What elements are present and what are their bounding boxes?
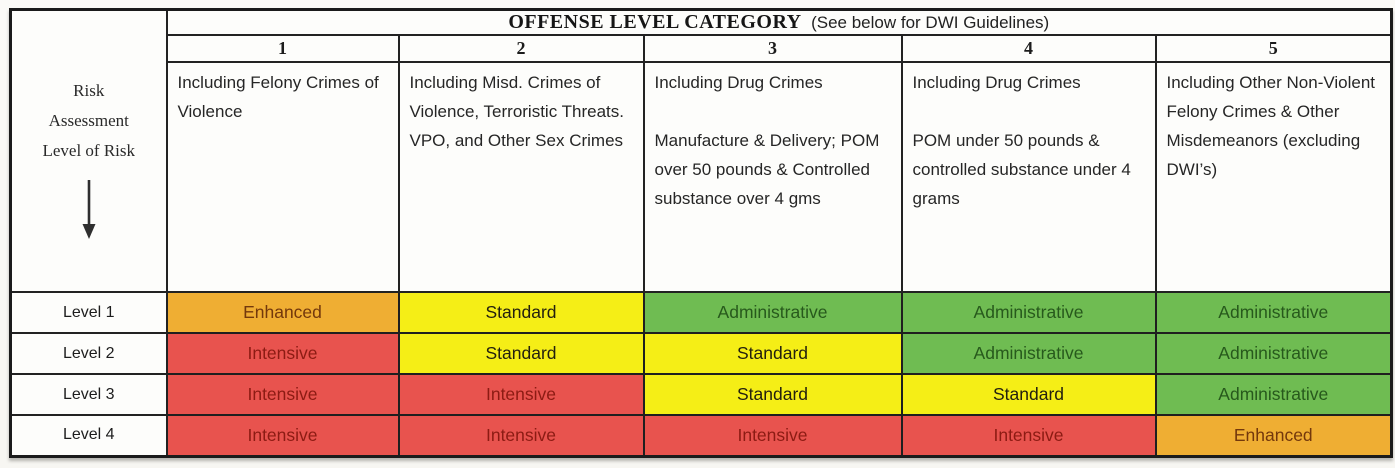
supervision-cell: Standard [642,373,903,416]
table-title-cell: OFFENSE LEVEL CATEGORY (See below for DW… [165,8,1393,36]
supervision-cell: Standard [397,291,645,334]
description-paragraph: POM under 50 pounds & controlled substan… [912,131,1131,208]
supervision-cell: Administrative [1154,373,1393,416]
supervision-cell: Enhanced [1154,414,1393,457]
supervision-cell: Administrative [1154,332,1393,375]
risk-header-line: Risk [73,81,105,100]
table-subtitle: (See below for DWI Guidelines) [811,13,1050,32]
supervision-cell: Standard [642,332,903,375]
category-description-5: Including Other Non-Violent Felony Crime… [1154,61,1393,293]
table-title: OFFENSE LEVEL CATEGORY [508,11,802,33]
title-row: Risk Assessment Level of Risk OFFENSE LE… [9,8,1393,293]
category-number-4: 4 [900,34,1157,63]
matrix-row-level-3: Level 3 Intensive Intensive Standard Sta… [9,373,1393,416]
supervision-cell: Administrative [1154,291,1393,334]
matrix-row-level-4: Level 4 Intensive Intensive Intensive In… [9,414,1393,457]
row-label-level-4: Level 4 [9,414,168,457]
risk-header-line: Assessment [48,111,129,130]
row-label-level-2: Level 2 [9,332,168,375]
matrix-row-level-2: Level 2 Intensive Standard Standard Admi… [9,332,1393,375]
supervision-cell: Administrative [900,291,1157,334]
supervision-cell: Intensive [165,414,400,457]
supervision-cell: Administrative [642,291,903,334]
supervision-cell: Intensive [642,414,903,457]
category-number-2: 2 [397,34,645,63]
row-label-level-3: Level 3 [9,373,168,416]
description-paragraph: Including Felony Crimes of Violence [177,73,379,121]
supervision-cell: Standard [397,332,645,375]
supervision-cell: Intensive [900,414,1157,457]
row-label-level-1: Level 1 [9,291,168,334]
category-description-4: Including Drug Crimes POM under 50 pound… [900,61,1157,293]
category-number-row: 1 2 3 4 5 [11,34,1393,63]
category-number-1: 1 [165,34,400,63]
supervision-cell: Enhanced [165,291,400,334]
supervision-cell: Administrative [900,332,1157,375]
down-arrow-icon [82,180,96,239]
supervision-cell: Intensive [397,414,645,457]
category-description-3: Including Drug Crimes Manufacture & Deli… [642,61,903,293]
category-description-1: Including Felony Crimes of Violence [165,61,400,293]
category-number-3: 3 [642,34,903,63]
matrix-row-level-1: Level 1 Enhanced Standard Administrative… [9,291,1393,334]
description-paragraph: Including Misd. Crimes of Violence, Terr… [409,73,624,150]
description-paragraph: Including Other Non-Violent Felony Crime… [1166,73,1376,179]
supervision-cell: Intensive [165,373,400,416]
description-paragraph: Manufacture & Delivery; POM over 50 poun… [654,131,880,208]
category-description-2: Including Misd. Crimes of Violence, Terr… [397,61,645,293]
category-number-5: 5 [1154,34,1393,63]
supervision-cell: Standard [900,373,1157,416]
risk-offense-matrix-table: Risk Assessment Level of Risk OFFENSE LE… [9,8,1394,458]
description-paragraph: Including Drug Crimes [912,73,1081,92]
supervision-cell: Intensive [397,373,645,416]
risk-assessment-header-cell: Risk Assessment Level of Risk [9,8,168,293]
category-description-row: Including Felony Crimes of Violence Incl… [11,61,1393,293]
supervision-cell: Intensive [165,332,400,375]
description-paragraph: Including Drug Crimes [654,73,823,92]
risk-header-line: Level of Risk [42,141,136,160]
